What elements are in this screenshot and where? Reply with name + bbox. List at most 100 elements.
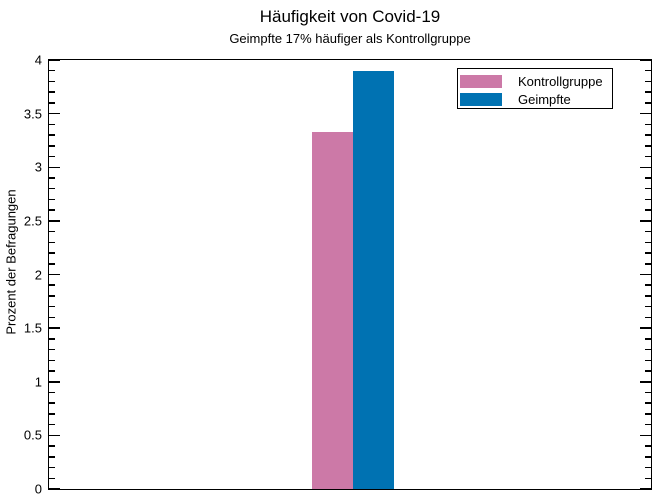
y-tick-major bbox=[640, 327, 651, 329]
y-tick-minor bbox=[49, 338, 55, 340]
y-tick-minor bbox=[645, 263, 651, 265]
y-tick-major bbox=[640, 434, 651, 437]
y-tick-minor bbox=[49, 198, 55, 201]
y-tick-major bbox=[49, 273, 60, 276]
chart-subtitle: Geimpfte 17% häufiger als Kontrollgruppe bbox=[229, 31, 471, 46]
y-tick-major bbox=[640, 112, 651, 115]
legend: Kontrollgruppe Geimpfte bbox=[457, 68, 613, 109]
y-tick-minor bbox=[49, 69, 55, 72]
y-tick-major bbox=[640, 488, 651, 490]
y-tick-minor bbox=[49, 359, 55, 362]
y-tick-major bbox=[49, 112, 60, 115]
y-tick-label: 1 bbox=[34, 374, 42, 390]
y-tick-minor bbox=[645, 359, 651, 362]
y-axis-label: Prozent der Befragungen bbox=[3, 189, 19, 335]
y-tick-minor bbox=[49, 155, 55, 158]
y-tick-label: 0.5 bbox=[23, 427, 42, 443]
y-tick-minor bbox=[49, 91, 55, 93]
y-tick-label: 0 bbox=[34, 481, 42, 497]
y-tick-major bbox=[640, 220, 651, 222]
y-tick-minor bbox=[645, 145, 651, 147]
legend-label-kontrollgruppe: Kontrollgruppe bbox=[518, 73, 603, 89]
y-tick-minor bbox=[49, 370, 55, 372]
legend-label-geimpfte: Geimpfte bbox=[518, 91, 571, 107]
y-tick-minor bbox=[645, 477, 651, 480]
y-tick-minor bbox=[645, 423, 651, 426]
y-tick-minor bbox=[49, 230, 55, 233]
y-tick-minor bbox=[49, 413, 55, 415]
y-tick-minor bbox=[49, 123, 55, 126]
legend-item-kontrollgruppe: Kontrollgruppe bbox=[458, 72, 612, 90]
y-tick-label: 2.5 bbox=[23, 213, 42, 229]
y-tick-minor bbox=[49, 241, 55, 244]
legend-swatch-geimpfte bbox=[460, 92, 502, 106]
y-tick-minor bbox=[645, 466, 651, 469]
y-tick-minor bbox=[49, 80, 55, 83]
y-tick-label: 3.5 bbox=[23, 106, 42, 122]
y-tick-minor bbox=[49, 305, 55, 308]
y-tick-minor bbox=[49, 187, 55, 190]
y-tick-major bbox=[49, 59, 60, 61]
y-tick-minor bbox=[49, 209, 55, 211]
y-tick-minor bbox=[645, 177, 651, 179]
y-tick-minor bbox=[49, 456, 55, 458]
y-tick-minor bbox=[645, 252, 651, 254]
y-tick-minor bbox=[49, 316, 55, 319]
bar-kontrollgruppe bbox=[312, 131, 353, 489]
y-tick-minor bbox=[645, 338, 651, 340]
y-tick-minor bbox=[645, 284, 651, 286]
y-tick-minor bbox=[645, 209, 651, 211]
y-tick-minor bbox=[645, 456, 651, 458]
y-tick-minor bbox=[49, 263, 55, 265]
legend-swatch-kontrollgruppe bbox=[460, 74, 502, 88]
y-tick-major bbox=[640, 59, 651, 61]
y-tick-major bbox=[49, 327, 60, 329]
y-tick-minor bbox=[645, 155, 651, 158]
y-tick-major bbox=[49, 220, 60, 222]
y-tick-label: 3 bbox=[34, 159, 42, 175]
y-tick-minor bbox=[645, 69, 651, 72]
chart-title: Häufigkeit von Covid-19 bbox=[259, 7, 441, 26]
y-tick-minor bbox=[49, 391, 55, 394]
y-tick-minor bbox=[645, 413, 651, 415]
y-tick-minor bbox=[49, 466, 55, 469]
y-tick-minor bbox=[645, 391, 651, 394]
y-tick-label: 1.5 bbox=[23, 320, 42, 336]
y-tick-major bbox=[640, 381, 651, 383]
y-tick-minor bbox=[645, 198, 651, 201]
y-tick-minor bbox=[645, 402, 651, 404]
y-tick-minor bbox=[645, 123, 651, 126]
y-tick-label: 4 bbox=[34, 52, 42, 68]
y-tick-minor bbox=[49, 477, 55, 480]
y-tick-major bbox=[640, 273, 651, 276]
y-tick-minor bbox=[645, 241, 651, 244]
y-tick-major bbox=[49, 166, 60, 168]
y-tick-minor bbox=[645, 80, 651, 83]
y-tick-minor bbox=[645, 295, 651, 297]
y-tick-minor bbox=[49, 402, 55, 404]
y-tick-minor bbox=[645, 445, 651, 447]
y-tick-minor bbox=[645, 230, 651, 233]
y-tick-minor bbox=[49, 284, 55, 286]
y-tick-major bbox=[49, 434, 60, 437]
y-tick-minor bbox=[49, 445, 55, 447]
y-tick-major bbox=[640, 166, 651, 168]
y-tick-minor bbox=[49, 295, 55, 297]
y-tick-minor bbox=[49, 145, 55, 147]
y-tick-minor bbox=[645, 102, 651, 104]
y-tick-minor bbox=[49, 134, 55, 136]
y-tick-minor bbox=[645, 187, 651, 190]
y-tick-minor bbox=[49, 102, 55, 104]
y-tick-label: 2 bbox=[34, 267, 42, 282]
y-tick-minor bbox=[645, 305, 651, 308]
legend-item-geimpfte: Geimpfte bbox=[458, 90, 612, 108]
y-tick-minor bbox=[49, 252, 55, 254]
y-tick-minor bbox=[645, 316, 651, 319]
y-tick-minor bbox=[645, 370, 651, 372]
y-tick-major bbox=[49, 381, 60, 383]
y-tick-minor bbox=[645, 91, 651, 93]
y-tick-minor bbox=[49, 348, 55, 351]
y-tick-major bbox=[49, 488, 60, 490]
y-tick-minor bbox=[645, 348, 651, 351]
